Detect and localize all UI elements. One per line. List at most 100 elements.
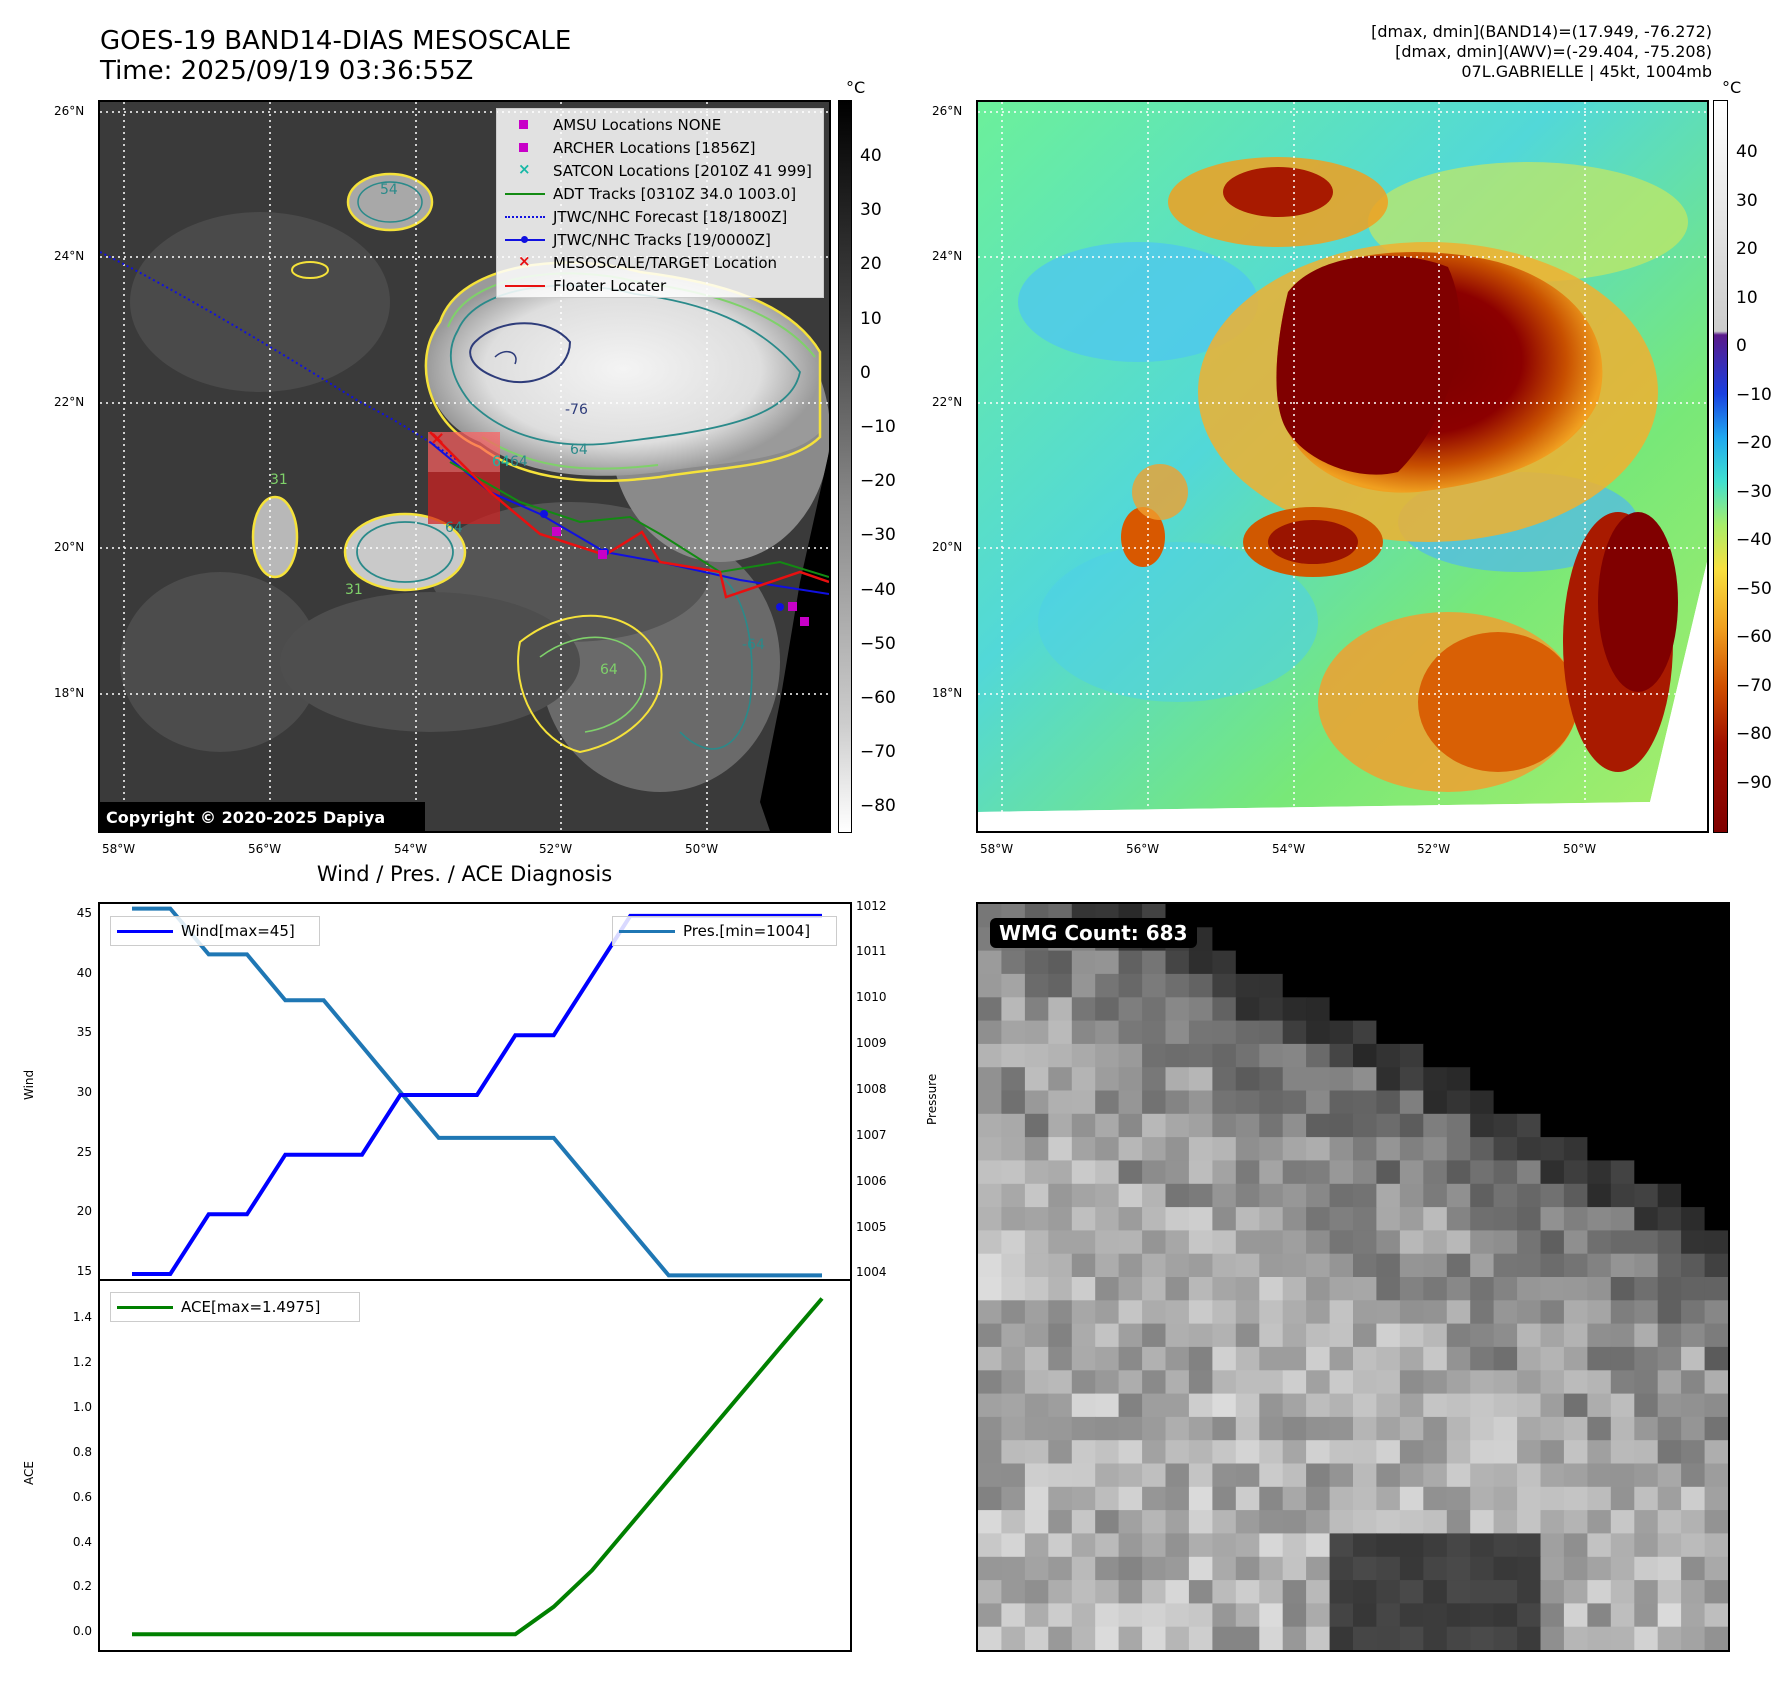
- wmg-panel: WMG Count: 683: [976, 902, 1730, 1652]
- ace-tick-label: 0.8: [72, 1444, 92, 1459]
- wmg-pixel: [1681, 1416, 1706, 1441]
- wmg-pixel: [1259, 1043, 1284, 1068]
- wmg-pixel: [1165, 1370, 1190, 1395]
- wmg-pixel: [978, 1230, 1002, 1255]
- wmg-pixel: [1142, 1626, 1167, 1650]
- wmg-pixel: [978, 1067, 1002, 1092]
- band14-colorbar: [838, 100, 852, 833]
- wmg-pixel: [1540, 1510, 1565, 1534]
- wmg-pixel: [1610, 1533, 1635, 1558]
- wmg-pixel: [1493, 1416, 1518, 1441]
- wmg-pixel: [1142, 1603, 1167, 1628]
- wmg-pixel: [1446, 1346, 1471, 1371]
- wmg-pixel: [1470, 1370, 1495, 1395]
- wmg-pixel: [1563, 1113, 1588, 1138]
- wmg-pixel: [1212, 950, 1237, 975]
- wmg-pixel: [1423, 1113, 1448, 1138]
- wmg-pixel: [1634, 1416, 1659, 1441]
- wmg-pixel: [1493, 904, 1518, 928]
- wmg-pixel: [1657, 1253, 1682, 1278]
- wmg-pixel: [1259, 1277, 1284, 1301]
- wmg-pixel: [1212, 1183, 1237, 1208]
- wmg-pixel: [1235, 1603, 1260, 1628]
- wmg-pixel: [1587, 1043, 1612, 1068]
- wmg-pixel: [1423, 1533, 1448, 1558]
- wmg-pixel: [1610, 1300, 1635, 1325]
- wmg-pixel: [1353, 973, 1377, 998]
- wmg-pixel: [1563, 1207, 1588, 1231]
- wmg-pixel: [1212, 1533, 1237, 1558]
- wmg-pixel: [1657, 1533, 1682, 1558]
- square-marker-icon: [505, 141, 545, 155]
- wmg-pixel: [1048, 950, 1073, 975]
- wind-legend: Wind[max=45]: [110, 916, 320, 946]
- wmg-pixel: [1212, 1580, 1237, 1604]
- wmg-pixel: [1446, 1043, 1471, 1068]
- wmg-pixel: [1399, 1510, 1424, 1534]
- wmg-pixel: [1048, 997, 1073, 1022]
- wmg-pixel: [1493, 1300, 1518, 1325]
- wmg-pixel: [1470, 1510, 1495, 1534]
- wmg-pixel: [1235, 1043, 1260, 1068]
- wmg-pixel: [1681, 1067, 1706, 1092]
- wmg-pixel: [1329, 1556, 1354, 1581]
- wmg-pixel: [1048, 1183, 1073, 1208]
- contour-label: 54: [380, 182, 398, 198]
- wmg-pixel: [1376, 1346, 1401, 1371]
- wmg-pixel: [1235, 1300, 1260, 1325]
- wmg-pixel: [1329, 1603, 1354, 1628]
- wmg-pixel: [1376, 1626, 1401, 1650]
- wmg-pixel: [1353, 1090, 1377, 1115]
- colorbar-tick: −30: [860, 525, 896, 546]
- wmg-pixel: [1423, 1067, 1448, 1092]
- wmg-pixel: [1353, 1183, 1377, 1208]
- wmg-pixel: [1517, 1533, 1542, 1558]
- wmg-pixel: [1306, 1323, 1331, 1348]
- svg-text:64: 64: [492, 454, 510, 470]
- wmg-pixel: [1610, 1346, 1635, 1371]
- wmg-pixel: [1235, 1277, 1260, 1301]
- wmg-pixel: [1399, 973, 1424, 998]
- wmg-pixel: [1001, 1020, 1026, 1045]
- wmg-pixel: [1095, 1323, 1120, 1348]
- wmg-pixel: [1024, 997, 1049, 1022]
- wmg-pixel: [1142, 1207, 1167, 1231]
- wmg-imagery: [978, 904, 1728, 1650]
- wmg-pixel: [1306, 1463, 1331, 1488]
- colorbar-tick: −10: [1736, 384, 1772, 405]
- wmg-pixel: [1071, 950, 1096, 975]
- wmg-pixel: [1657, 904, 1682, 928]
- wmg-pixel: [1446, 1440, 1471, 1465]
- wmg-pixel: [1470, 1253, 1495, 1278]
- wmg-pixel: [1095, 1020, 1120, 1045]
- wmg-pixel: [978, 1556, 1002, 1581]
- wmg-pixel: [1399, 1207, 1424, 1231]
- wmg-pixel: [1423, 1207, 1448, 1231]
- wmg-pixel: [1657, 1580, 1682, 1604]
- wmg-pixel: [1470, 1346, 1495, 1371]
- wmg-pixel: [1376, 1113, 1401, 1138]
- wmg-pixel: [1634, 1207, 1659, 1231]
- wmg-pixel: [1282, 1090, 1307, 1115]
- wmg-pixel: [1517, 950, 1542, 975]
- map-legend: AMSU Locations NONE ARCHER Locations [18…: [496, 108, 824, 298]
- wmg-pixel: [1282, 1183, 1307, 1208]
- wmg-pixel: [1634, 904, 1659, 928]
- wmg-pixel: [1657, 1393, 1682, 1418]
- contour-label: -76: [565, 402, 588, 418]
- wmg-pixel: [1188, 1556, 1213, 1581]
- wmg-pixel: [1423, 1556, 1448, 1581]
- wmg-pixel: [1353, 1277, 1377, 1301]
- wmg-pixel: [1517, 927, 1542, 952]
- wmg-pixel: [1048, 1556, 1073, 1581]
- wmg-pixel: [1470, 1207, 1495, 1231]
- wmg-pixel: [1001, 1463, 1026, 1488]
- wmg-pixel: [1165, 1113, 1190, 1138]
- wmg-pixel: [1634, 1137, 1659, 1161]
- wmg-pixel: [1470, 997, 1495, 1022]
- wind-series-line: [132, 913, 822, 1276]
- wmg-pixel: [1540, 1090, 1565, 1115]
- wmg-pixel: [1517, 1090, 1542, 1115]
- wmg-pixel: [1681, 1323, 1706, 1348]
- wmg-pixel: [1142, 1230, 1167, 1255]
